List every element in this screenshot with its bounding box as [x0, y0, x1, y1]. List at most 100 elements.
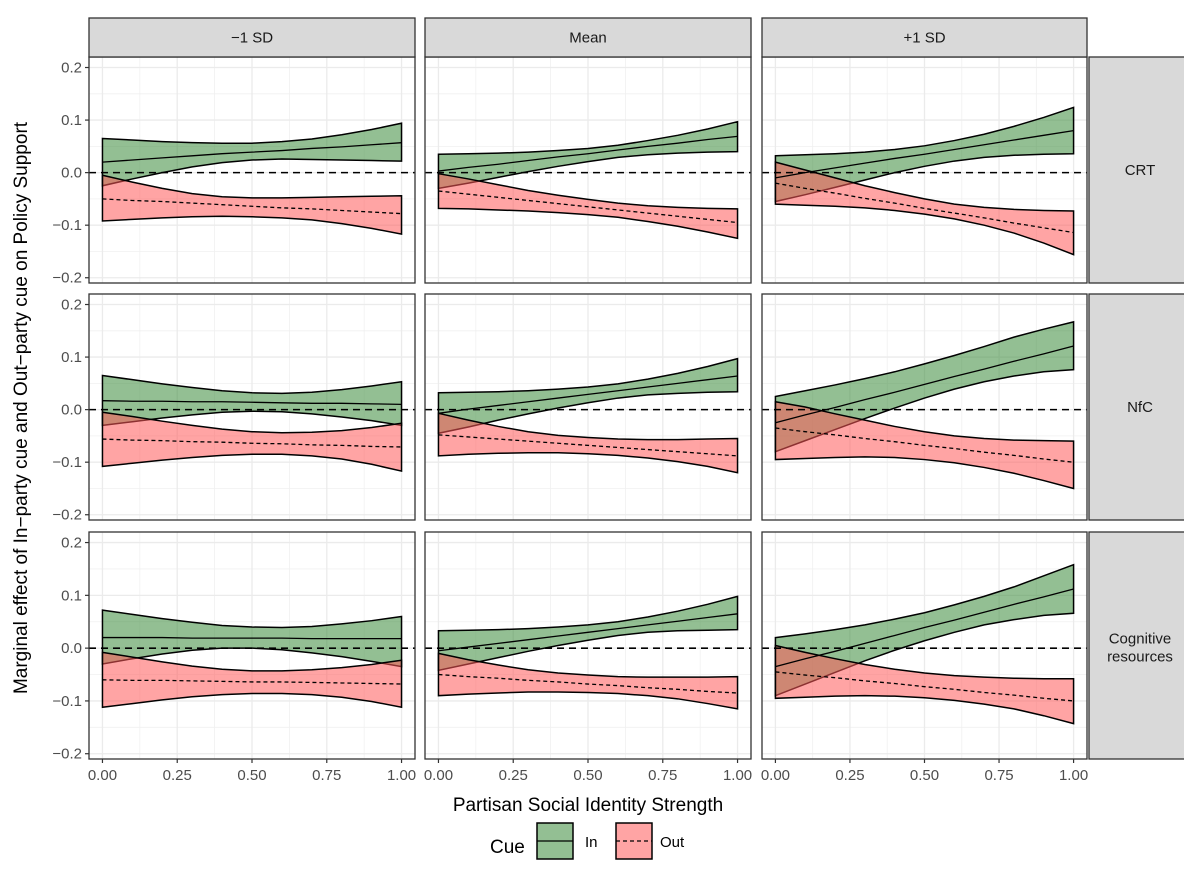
strips-layer: −1 SD Mean +1 SD CRT NfC Cognitive resources — [88, 17, 1184, 760]
column-strip: Mean — [424, 17, 752, 58]
y-tick-label: 0.1 — [61, 349, 82, 366]
panel-plot-area — [89, 122, 415, 236]
x-tick-label: 0.00 — [88, 767, 117, 784]
panel-plot-area — [762, 563, 1087, 725]
panel-nfc-mean — [424, 293, 752, 521]
estimate-line-in — [438, 375, 738, 414]
estimate-line-out — [438, 434, 738, 457]
panel-plot-area — [425, 595, 751, 710]
row-strip-label: Cognitive resources — [1107, 631, 1173, 666]
y-tick-label: 0.2 — [61, 60, 82, 77]
panel-plot-area — [89, 374, 415, 473]
ribbon-in — [101, 122, 403, 187]
row-strip-label: NfC — [1127, 399, 1153, 416]
panel-plot-area — [89, 609, 415, 709]
x-tick-label: 0.75 — [984, 767, 1013, 784]
legend-label-out: Out — [660, 834, 685, 851]
ribbon-out — [774, 644, 1075, 725]
panel-crt-plus-1-sd — [761, 56, 1088, 284]
estimate-line-in — [102, 636, 402, 640]
ribbon-in — [437, 595, 739, 672]
estimate-line-in — [775, 129, 1074, 179]
column-strip: −1 SD — [88, 17, 416, 58]
column-strip-label: −1 SD — [231, 30, 273, 47]
panel-cognitive-resources-minus-1-sd — [88, 531, 416, 760]
x-tick-label: 0.50 — [910, 767, 939, 784]
x-tick-label: 0.50 — [573, 767, 602, 784]
panel-plot-area — [425, 120, 751, 240]
x-axis-title: Partisan Social Identity Strength — [453, 795, 723, 816]
x-tick-label: 0.75 — [648, 767, 677, 784]
ribbon-out — [101, 411, 403, 473]
column-strip-background — [761, 17, 1088, 58]
y-tick-label: 0.0 — [61, 402, 82, 419]
estimate-line-in — [438, 613, 738, 652]
panel-crt-mean — [424, 56, 752, 284]
ribbon-in — [437, 120, 739, 190]
y-tick-label: −0.2 — [52, 507, 82, 524]
panel-cognitive-resources-plus-1-sd — [761, 531, 1088, 760]
y-axis-title: Marginal effect of In−party cue and Out−… — [11, 121, 32, 694]
estimate-line-out — [102, 438, 402, 448]
estimate-line-out — [102, 679, 402, 685]
legend-key-out — [615, 822, 653, 860]
x-tick-label: 0.50 — [237, 767, 266, 784]
estimate-line-in — [438, 135, 738, 172]
column-strip: +1 SD — [761, 17, 1088, 58]
row-strip: CRT — [1088, 56, 1184, 284]
panel-border — [424, 293, 752, 521]
ribbon-out — [101, 174, 403, 236]
ribbon-out — [437, 172, 739, 240]
panel-border — [761, 293, 1088, 521]
column-strip-label: Mean — [569, 30, 607, 47]
legend-key-in — [536, 822, 574, 860]
panel-plot-area — [762, 320, 1087, 490]
x-tick-label: 0.00 — [424, 767, 453, 784]
y-tick-label: 0.2 — [61, 535, 82, 552]
legend-label-in: In — [585, 834, 598, 851]
column-strip-background — [424, 17, 752, 58]
panel-nfc-minus-1-sd — [88, 293, 416, 521]
panel-plot-area — [425, 357, 751, 474]
estimate-line-in — [102, 142, 402, 163]
x-tick-label: 0.25 — [835, 767, 864, 784]
ribbon-in — [437, 357, 739, 435]
panel-crt-minus-1-sd — [88, 56, 416, 284]
estimate-line-out — [775, 671, 1074, 702]
y-tick-label: −0.1 — [52, 454, 82, 471]
estimate-line-out — [775, 182, 1074, 234]
ribbon-out — [101, 651, 403, 709]
x-tick-label: 0.00 — [761, 767, 790, 784]
row-strip-background — [1088, 293, 1184, 521]
y-tick-label: −0.1 — [52, 693, 82, 710]
y-tick-label: 0.1 — [61, 112, 82, 129]
x-tick-label: 1.00 — [387, 767, 416, 784]
y-tick-label: −0.2 — [52, 270, 82, 287]
panel-border — [88, 293, 416, 521]
estimate-line-out — [102, 198, 402, 215]
estimate-line-out — [775, 427, 1074, 463]
panel-plot-area — [762, 106, 1087, 256]
panel-cognitive-resources-mean — [424, 531, 752, 760]
row-strip-background — [1088, 531, 1184, 760]
ribbon-out — [774, 161, 1075, 256]
ribbon-out — [437, 652, 739, 710]
panels-layer — [88, 56, 1088, 760]
panel-nfc-plus-1-sd — [761, 293, 1088, 521]
x-tick-label: 0.25 — [163, 767, 192, 784]
x-tick-label: 0.75 — [312, 767, 341, 784]
ribbon-out — [437, 412, 739, 474]
legend-title: Cue — [490, 837, 525, 858]
x-tick-label: 1.00 — [723, 767, 752, 784]
column-strip-background — [88, 17, 416, 58]
y-tick-label: 0.0 — [61, 165, 82, 182]
estimate-line-in — [775, 345, 1074, 424]
estimate-line-in — [775, 588, 1074, 668]
axes-layer: −0.2 −0.1 0.0 0.1 0.2 −0.2 −0.1 0.0 0.1 0.2 −0.2 −0… — [52, 60, 1088, 784]
estimate-line-out — [438, 673, 738, 694]
y-tick-label: −0.2 — [52, 746, 82, 763]
row-strip: Cognitive resources — [1088, 531, 1184, 760]
row-strip-background — [1088, 56, 1184, 284]
y-tick-label: −0.1 — [52, 217, 82, 234]
